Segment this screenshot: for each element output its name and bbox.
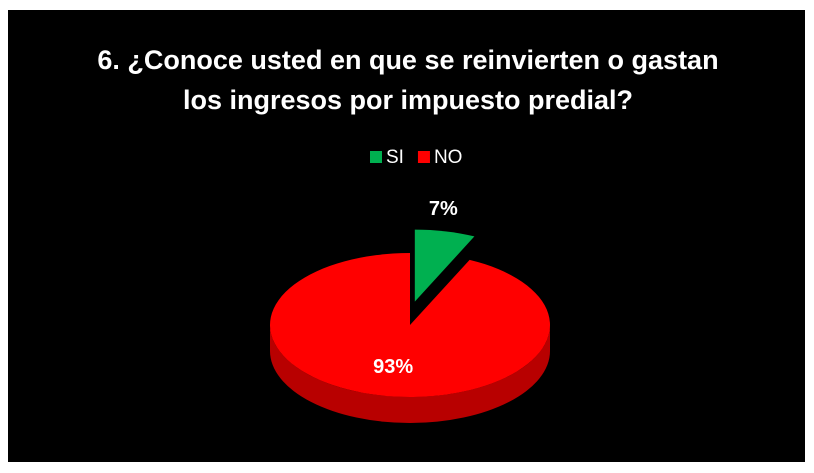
slice-top — [414, 229, 475, 302]
data-label: 7% — [429, 198, 458, 220]
legend-swatch — [370, 151, 382, 163]
pie-slice — [270, 253, 551, 423]
chart-title: 6. ¿Conoce usted en que se reinvierten o… — [97, 45, 719, 115]
slice-top — [270, 253, 551, 397]
legend-label: NO — [434, 147, 463, 168]
pie-slice — [414, 229, 475, 302]
data-label: 93% — [373, 356, 413, 378]
slice-side — [270, 325, 550, 423]
legend-label: SI — [386, 147, 404, 168]
legend-swatch — [417, 151, 430, 163]
